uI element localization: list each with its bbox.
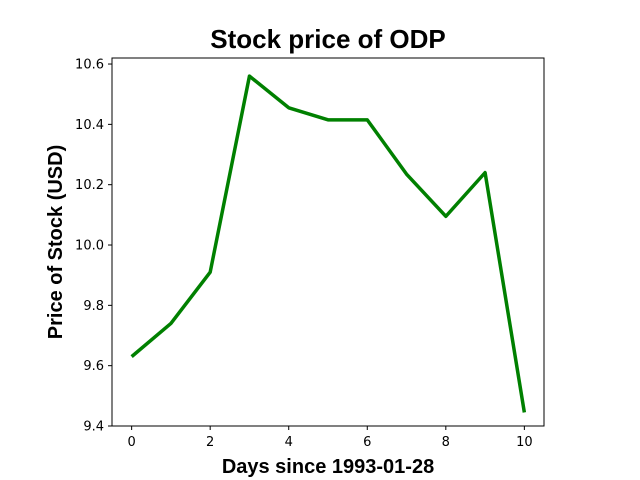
y-tick-label: 9.6 (83, 359, 104, 374)
plot-area: 0 2 4 6 8 10 9.4 9.6 9.8 10.0 10.2 10.4 10.6 (75, 57, 545, 450)
x-tick-label: 0 (127, 435, 135, 450)
x-tick-label: 8 (442, 435, 450, 450)
y-axis: 9.4 9.6 9.8 10.0 10.2 10.4 10.6 (75, 58, 112, 435)
x-axis-title: Days since 1993-01-28 (222, 456, 434, 478)
x-axis: 0 2 4 6 8 10 (127, 426, 533, 450)
y-tick-label: 10.6 (75, 58, 104, 73)
series-layer (130, 74, 527, 413)
y-axis-title: Price of Stock (USD) (45, 145, 67, 339)
plot-frame (111, 57, 545, 427)
series-line (130, 74, 527, 413)
x-tick-label: 2 (206, 435, 214, 450)
y-tick-label: 10.4 (75, 118, 104, 133)
y-tick-label: 9.8 (83, 299, 104, 314)
y-tick-label: 9.4 (83, 420, 104, 435)
x-tick-label: 4 (285, 435, 293, 450)
x-tick-label: 10 (516, 435, 533, 450)
chart-title: Stock price of ODP (210, 24, 446, 54)
y-tick-label: 10.0 (75, 239, 104, 254)
x-tick-label: 6 (363, 435, 371, 450)
y-tick-label: 10.2 (75, 178, 104, 193)
